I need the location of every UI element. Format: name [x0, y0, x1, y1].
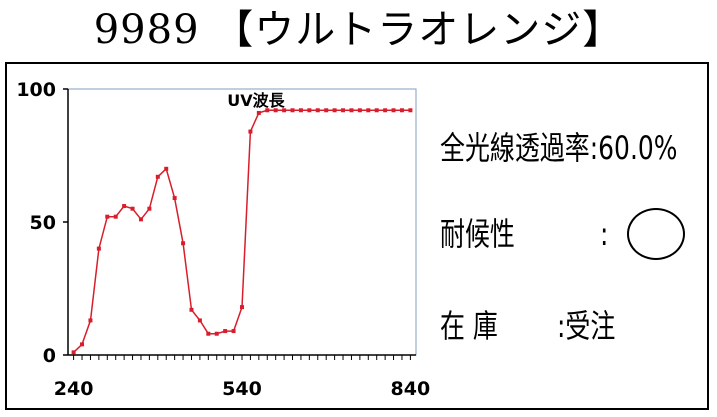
data-point — [290, 108, 295, 113]
data-point — [113, 214, 118, 219]
x-tick-label: 840 — [391, 378, 431, 400]
product-title: 9989 【ウルトラオレンジ】 — [93, 7, 624, 53]
data-point — [147, 206, 152, 211]
data-point — [172, 196, 177, 201]
data-point — [324, 108, 329, 113]
data-point — [164, 166, 169, 171]
data-point — [206, 331, 211, 336]
weather-rating-circle-icon — [627, 208, 685, 260]
data-point — [341, 108, 346, 113]
data-point — [71, 350, 76, 355]
data-point — [366, 108, 371, 113]
x-tick-label: 240 — [54, 378, 94, 400]
data-point — [349, 108, 354, 113]
data-point — [357, 108, 362, 113]
data-point — [399, 108, 404, 113]
data-point — [408, 108, 413, 113]
y-ticks: 0 50 100 — [16, 79, 68, 367]
transmittance-value: :60.0% — [589, 129, 678, 167]
y-tick-label: 100 — [16, 79, 56, 101]
data-point — [383, 108, 388, 113]
series-line — [73, 109, 411, 353]
data-point — [273, 108, 278, 113]
stock-label: 在 庫 — [440, 307, 498, 345]
x-ticks: 240 540 840 — [54, 355, 430, 400]
weather-label: 耐候性 — [440, 215, 515, 253]
data-point — [298, 108, 303, 113]
data-point — [130, 206, 135, 211]
chart-title: UV波長 — [227, 91, 285, 110]
data-point — [248, 129, 253, 134]
data-point — [223, 329, 228, 334]
data-point — [105, 214, 110, 219]
spec-frame — [5, 62, 709, 410]
x-tick-label: 540 — [222, 378, 262, 400]
data-point — [122, 204, 127, 209]
y-tick-label: 50 — [30, 212, 56, 234]
data-point — [197, 318, 202, 323]
data-point — [80, 342, 85, 347]
data-point — [155, 174, 160, 179]
data-point — [181, 241, 186, 246]
data-point — [374, 108, 379, 113]
data-point — [214, 331, 219, 336]
y-tick-label: 0 — [43, 345, 56, 367]
data-point — [332, 108, 337, 113]
transmittance-label: 全光線透過率 — [440, 129, 590, 167]
data-point — [96, 246, 101, 251]
stock-value: :受注 — [557, 307, 616, 345]
stock-row: 在 庫 :受注 — [440, 306, 615, 346]
weather-separator: : — [600, 215, 609, 253]
data-point — [307, 108, 312, 113]
data-point — [315, 108, 320, 113]
data-point — [265, 108, 270, 113]
data-point — [231, 329, 236, 334]
data-point — [256, 110, 261, 115]
data-point — [391, 108, 396, 113]
data-point — [189, 307, 194, 312]
data-point — [240, 305, 244, 310]
data-point — [88, 318, 93, 323]
transmittance-row: 全光線透過率:60.0% — [440, 128, 677, 168]
plot-area — [67, 88, 417, 356]
series-points — [71, 108, 413, 355]
weather-row: 耐候性 — [440, 214, 515, 254]
data-point — [138, 217, 143, 222]
data-point — [282, 108, 287, 113]
